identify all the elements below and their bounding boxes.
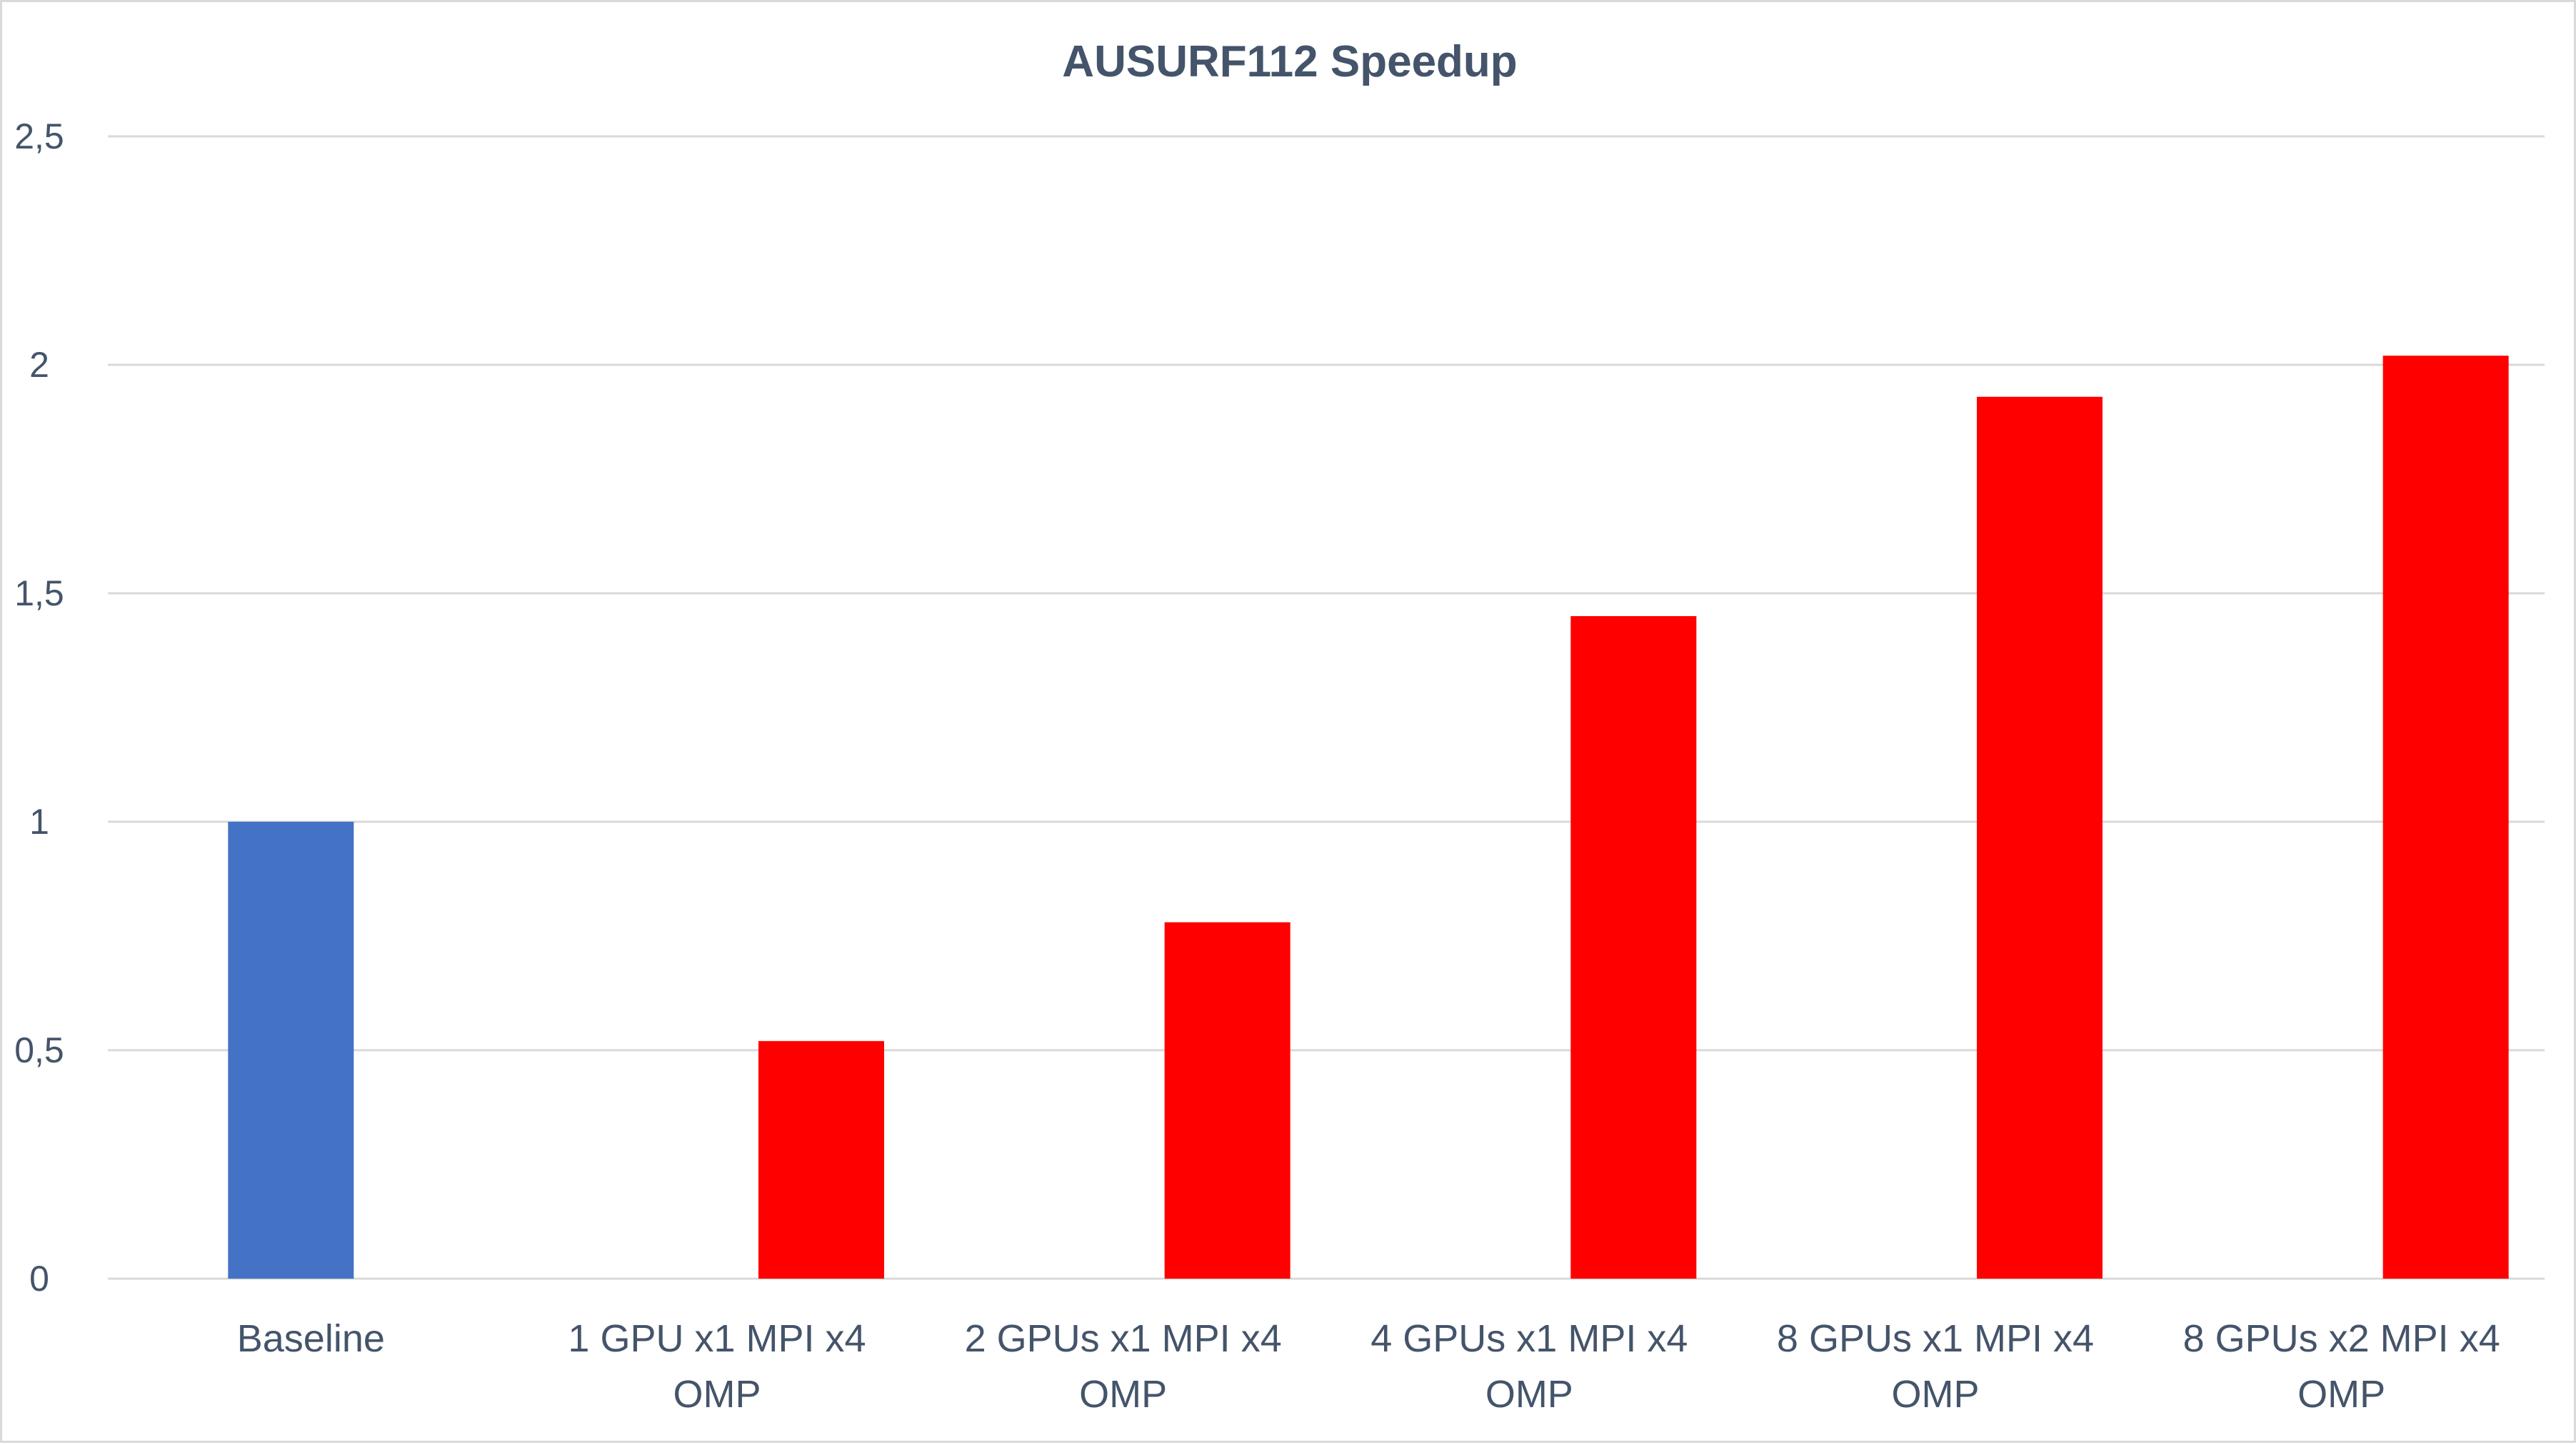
x-tick-label: OMP	[1079, 1373, 1167, 1416]
x-tick-label: 8 GPUs x1 MPI x4	[1777, 1317, 2094, 1360]
x-tick-label: 4 GPUs x1 MPI x4	[1370, 1317, 1688, 1360]
x-tick-label: 8 GPUs x2 MPI x4	[2183, 1317, 2500, 1360]
bar	[758, 1041, 884, 1279]
y-axis-ticks: 0 0,5 1 1,5 2 2,5	[14, 116, 64, 1299]
y-tick-label: 0,5	[14, 1030, 64, 1070]
chart-title: AUSURF112 Speedup	[1062, 37, 1517, 86]
x-tick-label: OMP	[2297, 1373, 2385, 1416]
y-tick-label: 1	[29, 802, 49, 842]
y-tick-label: 2,5	[14, 116, 64, 156]
x-tick-label: Baseline	[237, 1317, 385, 1360]
x-tick-label: OMP	[1485, 1373, 1573, 1416]
bar	[1570, 616, 1697, 1279]
bar	[2382, 356, 2509, 1279]
bars	[228, 356, 2509, 1279]
y-tick-label: 2	[29, 345, 49, 385]
x-tick-label: 1 GPU x1 MPI x4	[568, 1317, 866, 1360]
y-tick-label: 0	[29, 1259, 49, 1299]
x-axis-labels: Baseline 1 GPU x1 MPI x4 OMP 2 GPUs x1 MPI …	[237, 1317, 2500, 1416]
x-tick-label: 2 GPUs x1 MPI x4	[965, 1317, 1282, 1360]
y-tick-label: 1,5	[14, 573, 64, 613]
gridlines	[108, 135, 2545, 1280]
bar	[1977, 396, 2103, 1279]
x-tick-label: OMP	[1891, 1373, 1979, 1416]
bar	[228, 822, 354, 1279]
bar	[1164, 922, 1290, 1279]
x-tick-label: OMP	[673, 1373, 761, 1416]
